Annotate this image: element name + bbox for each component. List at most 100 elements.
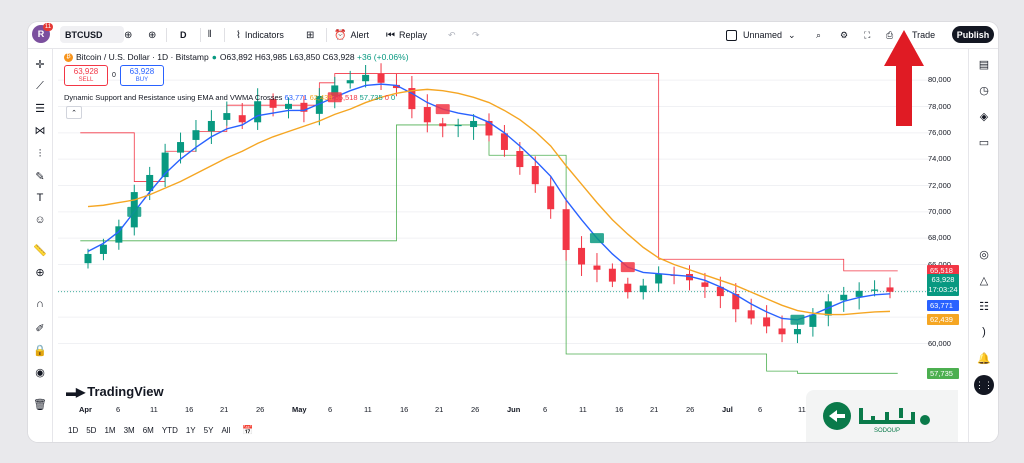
- alert-button[interactable]: ⏰ Alert: [334, 22, 369, 48]
- range-all[interactable]: All: [221, 426, 231, 435]
- settings-gear-icon[interactable]: ⚙: [840, 29, 849, 40]
- indicator-resistance-value: 65,518: [334, 93, 358, 102]
- candle-body: [331, 85, 339, 96]
- pattern-icon[interactable]: ⋈: [34, 124, 46, 137]
- time-tick-label: 16: [615, 405, 624, 414]
- object-tree-icon[interactable]: ◈: [979, 110, 989, 123]
- snapshot-camera-icon[interactable]: ⎙: [886, 29, 894, 40]
- indicators-button[interactable]: ⌇ Indicators: [236, 22, 284, 48]
- range-1d[interactable]: 1D: [68, 426, 79, 435]
- brush-icon[interactable]: ✎: [35, 170, 45, 183]
- range-ytd[interactable]: YTD: [161, 426, 178, 435]
- sell-button[interactable]: 63,928 SELL: [64, 65, 108, 86]
- price-chart[interactable]: [58, 49, 934, 403]
- candle-body: [793, 329, 801, 335]
- resistance-price-tag: 65,518: [927, 265, 959, 277]
- time-tick-label: 26: [686, 405, 695, 414]
- watchlist-icon[interactable]: ▤: [978, 58, 990, 71]
- indicator-value-1: 0: [384, 93, 389, 102]
- products-grid-icon[interactable]: ⋮⋮: [974, 375, 994, 395]
- symbol-search-button[interactable]: BTCUSD: [60, 26, 124, 43]
- range-1m[interactable]: 1M: [104, 426, 116, 435]
- help-icon[interactable]: ?: [974, 441, 994, 442]
- chat-icon[interactable]: ▭: [978, 136, 990, 149]
- avatar-letter: R: [37, 29, 45, 39]
- cross-marker: [790, 314, 805, 325]
- trash-icon[interactable]: 🗑: [33, 398, 47, 411]
- right-sidebar: ▤ ◷ ◈ ▭ ◎ △ ☷ ) 🔔 ⋮⋮ ?: [968, 49, 998, 442]
- time-month-label: Jun: [507, 405, 521, 414]
- price-tick-label: 80,000: [928, 75, 951, 85]
- time-axis[interactable]: Apr 6 11 16 21 26 May 6 11 16 21 26 Jun 6 11 16 21 26 Jul 6…: [58, 405, 938, 417]
- indicator-ema-value: 63,771: [284, 93, 308, 102]
- candle-body: [871, 289, 879, 291]
- bitcoin-icon: ₿: [64, 52, 73, 62]
- notification-bell-icon[interactable]: 🔔: [977, 352, 991, 365]
- replay-label: Replay: [399, 30, 428, 40]
- magnet-icon[interactable]: ∩: [36, 298, 44, 310]
- fib-tools-icon[interactable]: ⫶: [38, 147, 42, 160]
- redo-icon[interactable]: ↷: [472, 29, 480, 40]
- lock-drawing-icon[interactable]: ✐: [35, 322, 45, 335]
- candle-body: [578, 247, 586, 265]
- spread-value: 0: [112, 72, 116, 79]
- broadcast-icon[interactable]: ): [982, 326, 986, 338]
- ruler-icon[interactable]: 📏: [33, 244, 47, 257]
- time-month-label: May: [292, 405, 307, 414]
- alert-icon: ⏰: [334, 29, 347, 41]
- candle-body: [701, 282, 709, 287]
- crosshair-icon[interactable]: ✛: [35, 58, 45, 71]
- trade-button[interactable]: Trade: [912, 29, 936, 40]
- collapse-legend-button[interactable]: ⌃: [66, 106, 82, 119]
- trendline-icon[interactable]: ⟋: [36, 79, 44, 92]
- tradingview-logo-text: TradingView: [87, 384, 164, 399]
- indicator-legend[interactable]: Dynamic Support and Resistance using EMA…: [64, 93, 395, 102]
- replay-button[interactable]: ⏮ Replay: [386, 22, 427, 48]
- candle-body: [392, 84, 400, 89]
- emoji-icon[interactable]: ☺: [34, 214, 46, 226]
- time-tick-label: 11: [798, 405, 806, 414]
- compare-icon[interactable]: ⊕: [124, 29, 133, 41]
- time-tick-label: 21: [220, 405, 229, 414]
- quick-search-icon[interactable]: ⌕: [816, 29, 822, 40]
- add-symbol-icon[interactable]: ⊕: [148, 29, 157, 41]
- range-1y[interactable]: 1Y: [185, 426, 196, 435]
- horizontal-lines-icon[interactable]: ☰: [35, 102, 45, 115]
- ema-line: [87, 83, 891, 321]
- undo-icon[interactable]: ↶: [448, 29, 456, 40]
- eye-icon[interactable]: ◉: [35, 366, 45, 379]
- fullscreen-icon[interactable]: ⛶: [864, 29, 871, 40]
- low-value: L63,850: [289, 52, 321, 62]
- time-tick-label: 16: [400, 405, 409, 414]
- layout-icon: [726, 29, 737, 41]
- candle-body: [855, 290, 863, 297]
- candle-body: [485, 120, 493, 136]
- candle-body: [346, 80, 354, 84]
- candle-body: [377, 73, 385, 83]
- candle-type-icon[interactable]: 𝍪: [208, 28, 212, 40]
- candle-body: [223, 113, 231, 120]
- publish-button[interactable]: Publish: [952, 26, 994, 43]
- pine-icon[interactable]: △: [979, 274, 989, 287]
- range-5y[interactable]: 5Y: [203, 426, 214, 435]
- time-tick-label: 6: [116, 405, 121, 414]
- chevron-down-icon: ⌄: [788, 29, 796, 40]
- time-tick-label: 26: [471, 405, 480, 414]
- target-icon[interactable]: ◎: [979, 248, 989, 261]
- candle-body: [84, 253, 92, 264]
- date-range-calendar-icon[interactable]: 📅: [242, 425, 254, 435]
- range-5d[interactable]: 5D: [86, 426, 97, 435]
- layout-menu-button[interactable]: Unnamed ⌄: [726, 22, 796, 48]
- buy-button[interactable]: 63,928 BUY: [119, 65, 164, 86]
- close-value: C63,928: [322, 52, 355, 62]
- interval-button[interactable]: D: [180, 30, 187, 40]
- templates-icon[interactable]: ⊞: [306, 29, 315, 41]
- range-3m[interactable]: 3M: [123, 426, 135, 435]
- lock-icon[interactable]: 🔒: [33, 344, 47, 357]
- screener-icon[interactable]: ☷: [979, 300, 989, 313]
- time-tick-label: 6: [543, 405, 548, 414]
- alerts-clock-icon[interactable]: ◷: [979, 84, 989, 97]
- zoom-in-icon[interactable]: ⊕: [35, 266, 45, 279]
- range-6m[interactable]: 6M: [142, 426, 154, 435]
- text-tool-icon[interactable]: T: [36, 192, 44, 204]
